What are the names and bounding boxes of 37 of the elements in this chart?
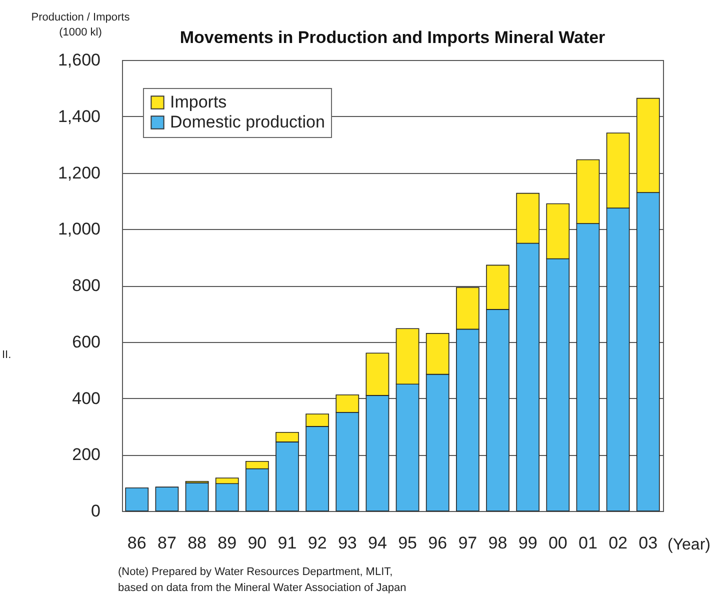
x-tick-label: 94 <box>368 534 387 552</box>
x-tick-label: 92 <box>308 534 327 552</box>
x-tick-label: 00 <box>548 534 568 552</box>
x-axis-title: (Year) <box>668 536 710 554</box>
x-tick-label: 98 <box>488 534 508 552</box>
bar <box>155 486 179 512</box>
y-tick-label: 1,200 <box>58 163 100 182</box>
legend-label: Imports <box>170 92 227 112</box>
x-tick-label: 96 <box>428 534 448 552</box>
y-tick-label: 400 <box>72 388 100 408</box>
x-tick-label: 91 <box>278 534 297 552</box>
x-tick-label: 90 <box>248 534 267 552</box>
x-tick-label: 93 <box>338 534 357 552</box>
y-tick-label: 1,600 <box>58 50 100 70</box>
x-tick-label: 01 <box>578 534 598 552</box>
y-axis-title: Production / Imports (1000 kl) <box>31 12 130 38</box>
x-tick-label: 86 <box>127 534 146 552</box>
x-tick-label: 89 <box>218 534 237 552</box>
y-tick-label: 200 <box>72 445 100 464</box>
legend-label: Domestic production <box>170 112 325 132</box>
x-tick-label: 02 <box>608 534 628 552</box>
text: II. <box>2 349 12 361</box>
x-tick-label: 03 <box>638 534 658 552</box>
chart-title: Movements in Production and Imports Mineral Water <box>180 28 606 47</box>
y-tick-label: 1,400 <box>58 106 100 126</box>
x-tick-label: 97 <box>458 534 478 552</box>
y-tick-label: 1,000 <box>58 220 100 239</box>
x-tick-label: 99 <box>518 534 538 552</box>
x-tick-label: 95 <box>398 534 417 552</box>
bar <box>185 482 209 512</box>
y-tick-label: 0 <box>91 502 100 520</box>
x-tick-label: 88 <box>188 534 206 552</box>
text: (Note) Prepared by Water Resources Department, MLIT, based on data from the Mineral Water Association of Japan <box>118 566 406 594</box>
bar <box>125 487 149 512</box>
y-tick-label: 600 <box>72 332 100 352</box>
x-tick-label: 87 <box>157 534 176 552</box>
y-tick-label: 800 <box>72 276 100 295</box>
